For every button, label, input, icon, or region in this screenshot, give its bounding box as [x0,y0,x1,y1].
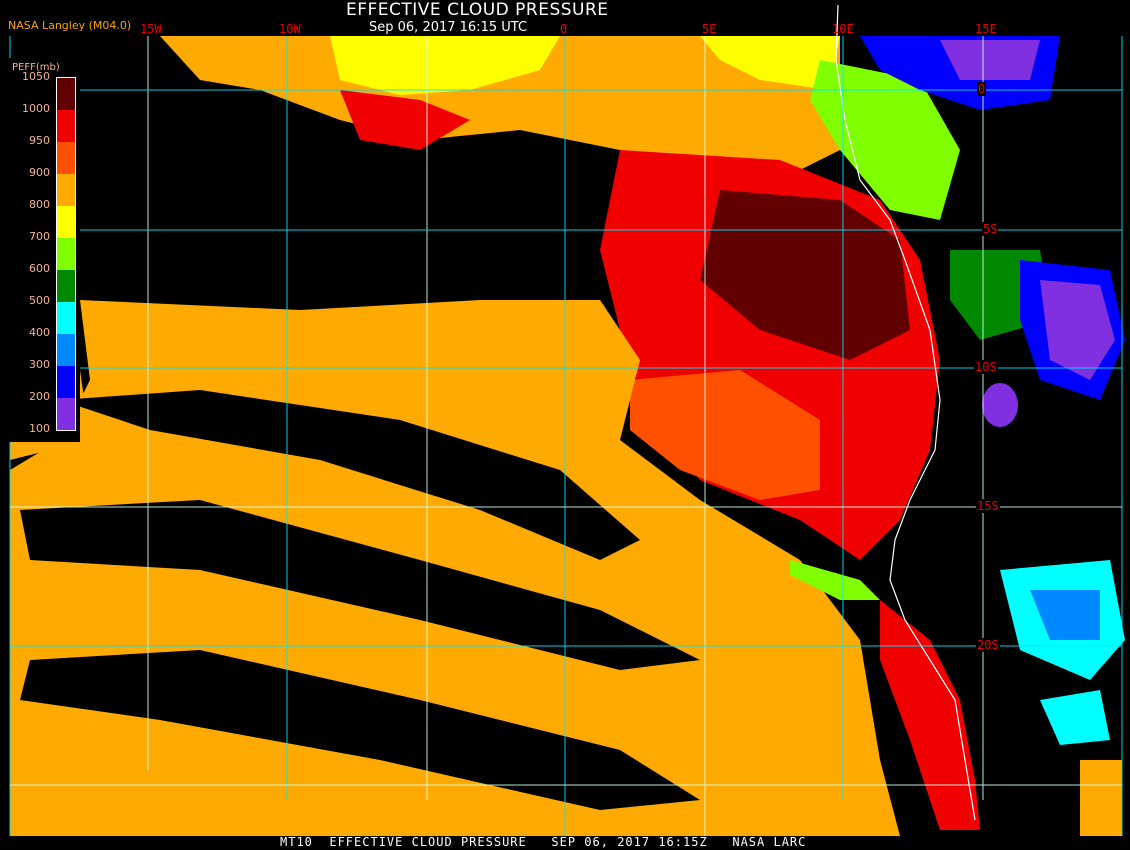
legend-tick-label: 800 [29,198,50,211]
cloud-gap [60,390,640,560]
legend-tick-label: 700 [29,230,50,243]
legend-tick-label: 900 [29,166,50,179]
legend-tick-label: 200 [29,390,50,403]
legend-swatch [57,238,75,270]
map-timestamp: Sep 06, 2017 16:15 UTC [369,20,528,35]
legend-swatch [57,270,75,302]
legend-swatch [57,110,75,142]
cloud-region-cyan-se-2 [1040,690,1110,745]
cloud-region-yellow-2 [700,36,840,90]
cloud-region-red-north [340,90,470,150]
lat-label: 20S [976,638,1000,652]
legend-tick-label: 500 [29,294,50,307]
cloud-region-blue-se [1030,590,1100,640]
legend-swatch [57,334,75,366]
legend-tick-label: 950 [29,134,50,147]
cloud-gap-3 [20,650,700,810]
cloud-region-purple-ne [940,40,1040,80]
cloud-region-orange-red [630,370,820,500]
lon-label: 15E [975,22,997,36]
legend-tick-label: 100 [29,422,50,435]
lon-label: 15W [140,22,162,36]
legend-tick-label: 400 [29,326,50,339]
legend-swatch [57,366,75,398]
legend-swatch [57,174,75,206]
lat-label: 10S [974,360,998,374]
legend-tick-label: 300 [29,358,50,371]
lon-label: 5E [702,22,717,36]
credit-label: NASA Langley (M04.0) [8,19,132,32]
lat-label: 5S [982,222,999,236]
coastline [835,4,976,821]
lat-label: 15S [976,499,1000,513]
cloud-region-purple-cell [982,383,1018,427]
cloud-region-orange-se [1080,760,1122,836]
legend-title: PEFF(mb) [12,62,60,73]
cloud-region-green-strip [790,560,880,600]
legend-tick-label: 600 [29,262,50,275]
cloud-region-red-coast [880,600,980,830]
cloud-region-north [160,36,840,180]
cloud-gap-2 [20,500,700,670]
cloud-region-maroon [700,190,910,360]
lat-label: 0 [977,82,987,96]
lon-label: 0 [560,22,568,36]
lon-label: 10W [279,22,301,36]
legend-tick-label: 1050 [22,70,50,83]
map-title: EFFECTIVE CLOUD PRESSURE [346,0,609,20]
legend-color-bar [56,77,76,431]
legend-swatch [57,142,75,174]
legend-swatch [57,302,75,334]
cloud-region-yellow [330,36,560,95]
legend-tick-label: 1000 [22,102,50,115]
legend-swatch [57,206,75,238]
cloud-region-purple-e [1040,280,1115,380]
cloud-region-green-ne [810,60,960,220]
footer-caption: MT10 EFFECTIVE CLOUD PRESSURE SEP 06, 20… [280,835,807,849]
legend-swatch [57,78,75,110]
graticule [9,36,1123,836]
legend-swatch [57,398,75,430]
lon-label: 10E [832,22,854,36]
